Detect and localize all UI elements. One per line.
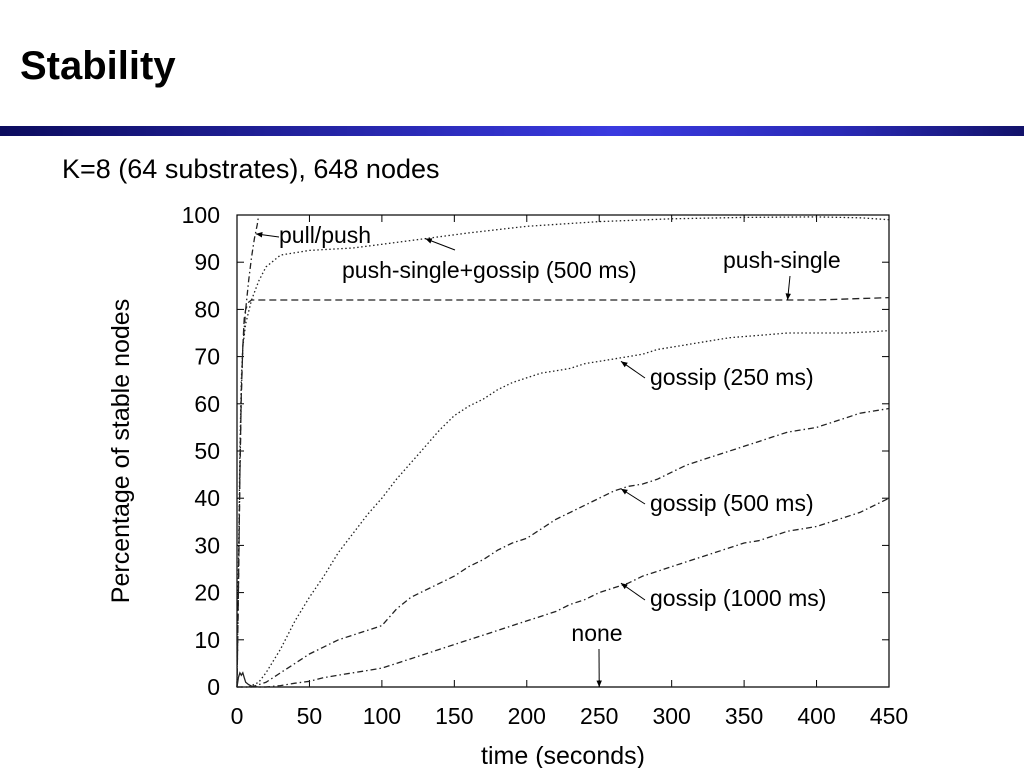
series-line-gossip-1000-ms	[237, 497, 890, 688]
annotation-label-gossip-1000-ms: gossip (1000 ms)	[650, 585, 826, 611]
annotation-label-push-single: push-single	[723, 247, 841, 273]
annotation-label-push-single-gossip-500-ms: push-single+gossip (500 ms)	[342, 257, 637, 283]
x-axis-label: time (seconds)	[481, 742, 645, 768]
y-tick-label: 0	[207, 674, 220, 700]
y-tick-label: 10	[194, 627, 220, 653]
x-tick-label: 300	[652, 703, 690, 729]
y-tick-label: 80	[194, 296, 220, 322]
annotation-label-pull-push: pull/push	[279, 222, 371, 248]
axis-tick-labels: 0 50 100 150 200 250 300 350 400 450 0 10 20 30 40 50 60…	[182, 202, 909, 729]
y-tick-label: 40	[194, 485, 220, 511]
series-line-push-single	[236, 296, 890, 688]
series-group	[236, 214, 890, 688]
y-tick-label: 60	[194, 391, 220, 417]
series-line-none	[236, 671, 889, 688]
plot-frame	[236, 214, 890, 688]
annotation-arrowhead-pull-push	[255, 232, 263, 238]
x-tick-label: 350	[725, 703, 763, 729]
y-axis-label: Percentage of stable nodes	[107, 299, 135, 603]
annotation-arrowhead-none	[596, 680, 602, 687]
stability-line-chart: 0 50 100 150 200 250 300 350 400 450 0 10 20 30 40 50 60…	[107, 202, 909, 768]
annotation-arrowhead-gossip-500-ms	[620, 488, 628, 495]
annotations-group: pull/push push-single+gossip (500 ms) push…	[255, 222, 841, 688]
x-tick-label: 0	[231, 703, 244, 729]
annotation-arrowhead-push-single-gossip-500-ms	[425, 238, 433, 244]
x-tick-label: 400	[797, 703, 835, 729]
annotation-label-none: none	[571, 620, 622, 646]
y-tick-label: 70	[194, 344, 220, 370]
y-tick-label: 20	[194, 580, 220, 606]
x-tick-label: 50	[297, 703, 323, 729]
annotation-label-gossip-500-ms: gossip (500 ms)	[650, 490, 814, 516]
annotation-arrowhead-gossip-1000-ms	[620, 583, 628, 590]
series-line-gossip-500-ms	[237, 407, 890, 688]
y-tick-label: 50	[194, 438, 220, 464]
slide-title: Stability	[20, 44, 176, 88]
x-tick-label: 450	[870, 703, 908, 729]
x-tick-label: 150	[435, 703, 473, 729]
series-line-gossip-250-ms	[237, 329, 890, 688]
x-tick-label: 100	[363, 703, 401, 729]
y-tick-label: 90	[194, 249, 220, 275]
annotation-arrowhead-gossip-250-ms	[620, 361, 628, 368]
annotation-label-gossip-250-ms: gossip (250 ms)	[650, 364, 814, 390]
axis-ticks	[236, 214, 890, 688]
title-divider-bar	[0, 126, 1024, 136]
y-tick-label: 30	[194, 532, 220, 558]
x-tick-label: 250	[580, 703, 618, 729]
x-tick-label: 200	[508, 703, 546, 729]
slide-subtitle: K=8 (64 substrates), 648 nodes	[62, 154, 440, 184]
y-tick-label: 100	[182, 202, 220, 228]
annotation-arrowhead-push-single	[785, 293, 791, 300]
series-line-push-single-gossip-500-ms	[236, 216, 890, 688]
